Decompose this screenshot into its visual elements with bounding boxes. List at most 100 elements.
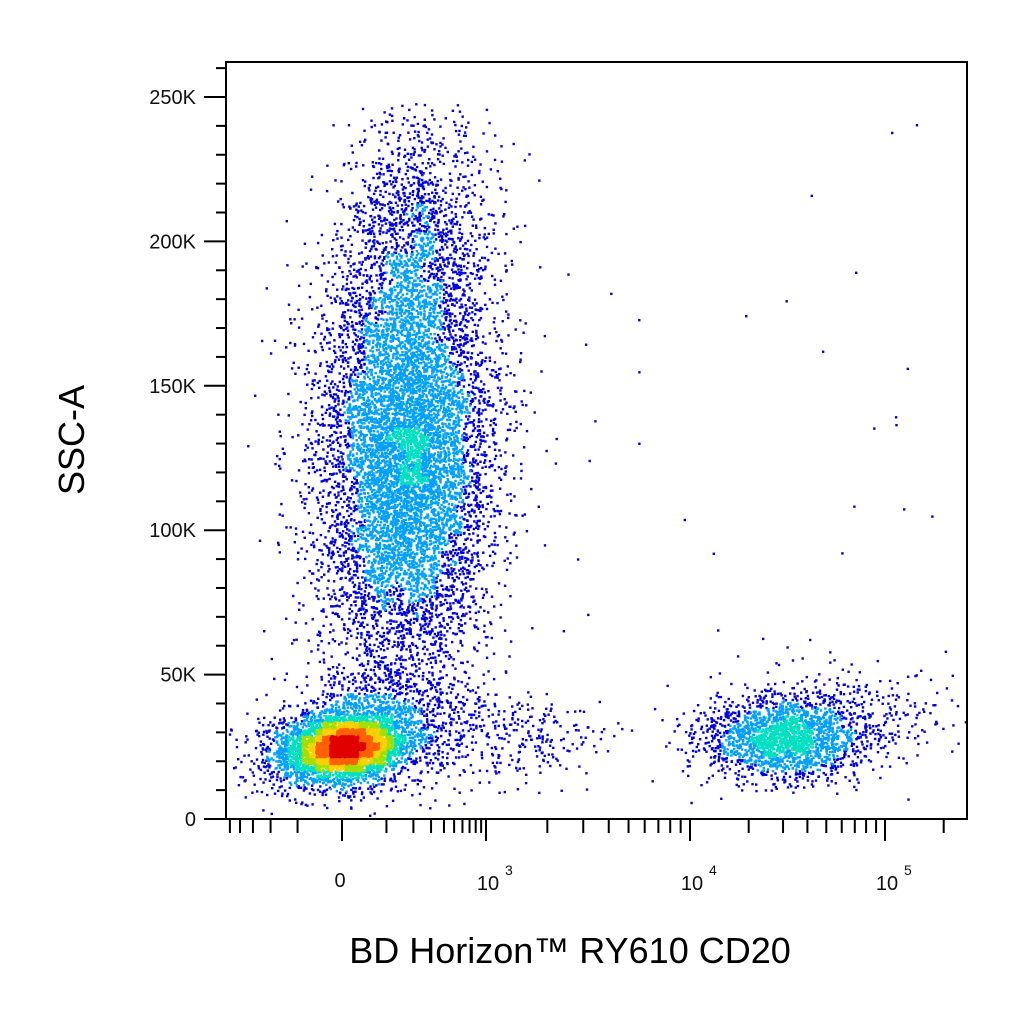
data-point: [472, 218, 474, 220]
data-point: [422, 186, 424, 188]
data-point: [348, 573, 350, 575]
data-point: [465, 433, 467, 435]
data-point: [316, 559, 318, 561]
data-point: [337, 514, 339, 516]
data-point: [869, 727, 871, 729]
data-point: [458, 627, 460, 629]
data-point: [713, 553, 715, 555]
data-point: [424, 646, 426, 648]
data-point: [889, 733, 891, 735]
data-point: [843, 717, 845, 719]
data-point: [330, 623, 332, 625]
data-point: [464, 622, 466, 624]
data-point: [494, 134, 496, 136]
data-point: [341, 688, 343, 690]
data-point: [313, 384, 315, 386]
data-point: [335, 504, 337, 506]
data-point: [308, 492, 310, 494]
data-point: [423, 151, 425, 153]
data-point: [498, 477, 500, 479]
data-point: [498, 466, 500, 468]
data-point: [469, 578, 471, 580]
data-point: [369, 650, 371, 652]
data-point: [402, 188, 404, 190]
data-point: [539, 765, 541, 767]
data-point: [475, 703, 477, 705]
data-point: [333, 684, 335, 686]
data-point: [389, 227, 391, 229]
data-point: [332, 454, 334, 456]
data-point: [446, 228, 448, 230]
data-point: [415, 670, 417, 672]
data-point: [354, 215, 356, 217]
data-point: [474, 710, 476, 712]
data-point: [802, 657, 804, 659]
data-point: [470, 421, 472, 423]
data-point: [355, 295, 357, 297]
data-point: [333, 675, 335, 677]
data-point: [865, 726, 867, 728]
data-point: [306, 368, 308, 370]
data-point: [443, 634, 445, 636]
data-point: [894, 734, 896, 736]
data-point: [256, 790, 258, 792]
data-point: [525, 774, 527, 776]
data-point: [251, 760, 253, 762]
data-point: [304, 243, 306, 245]
data-point: [416, 166, 418, 168]
data-point: [765, 789, 767, 791]
data-point: [521, 515, 523, 517]
data-point: [493, 229, 495, 231]
data-point: [346, 599, 348, 601]
data-point: [354, 791, 356, 793]
data-point: [371, 264, 373, 266]
data-point: [347, 522, 349, 524]
data-point: [484, 704, 486, 706]
data-point: [274, 793, 276, 795]
data-point: [477, 686, 479, 688]
data-point: [264, 762, 266, 764]
data-point: [463, 505, 465, 507]
data-point: [320, 576, 322, 578]
data-point: [486, 186, 488, 188]
data-point: [322, 458, 324, 460]
data-point: [295, 639, 297, 641]
data-point: [472, 156, 474, 158]
data-point: [435, 736, 437, 738]
data-point: [393, 177, 395, 179]
data-point: [318, 549, 320, 551]
data-point: [311, 447, 313, 449]
data-point: [329, 460, 331, 462]
data-point: [347, 632, 349, 634]
data-point: [378, 287, 380, 289]
data-point: [439, 142, 441, 144]
data-point: [335, 509, 337, 511]
data-point: [308, 472, 310, 474]
data-point: [432, 714, 434, 716]
data-point: [484, 391, 486, 393]
data-point: [338, 333, 340, 335]
data-point: [525, 322, 527, 324]
data-point: [236, 746, 238, 748]
data-point: [401, 692, 403, 694]
data-point: [331, 302, 333, 304]
data-point: [479, 782, 481, 784]
data-point: [536, 755, 538, 757]
data-point: [342, 276, 344, 278]
data-point: [342, 480, 344, 482]
data-point: [326, 455, 328, 457]
data-point: [246, 713, 248, 715]
data-point: [511, 263, 513, 265]
data-point: [396, 626, 398, 628]
data-point: [503, 738, 505, 740]
data-point: [539, 266, 541, 268]
data-point: [419, 793, 421, 795]
data-point: [323, 661, 325, 663]
data-point: [495, 424, 497, 426]
data-point: [523, 767, 525, 769]
data-point: [463, 573, 465, 575]
data-point: [449, 605, 451, 607]
data-point: [484, 409, 486, 411]
data-point: [526, 430, 528, 432]
data-point: [291, 479, 293, 481]
